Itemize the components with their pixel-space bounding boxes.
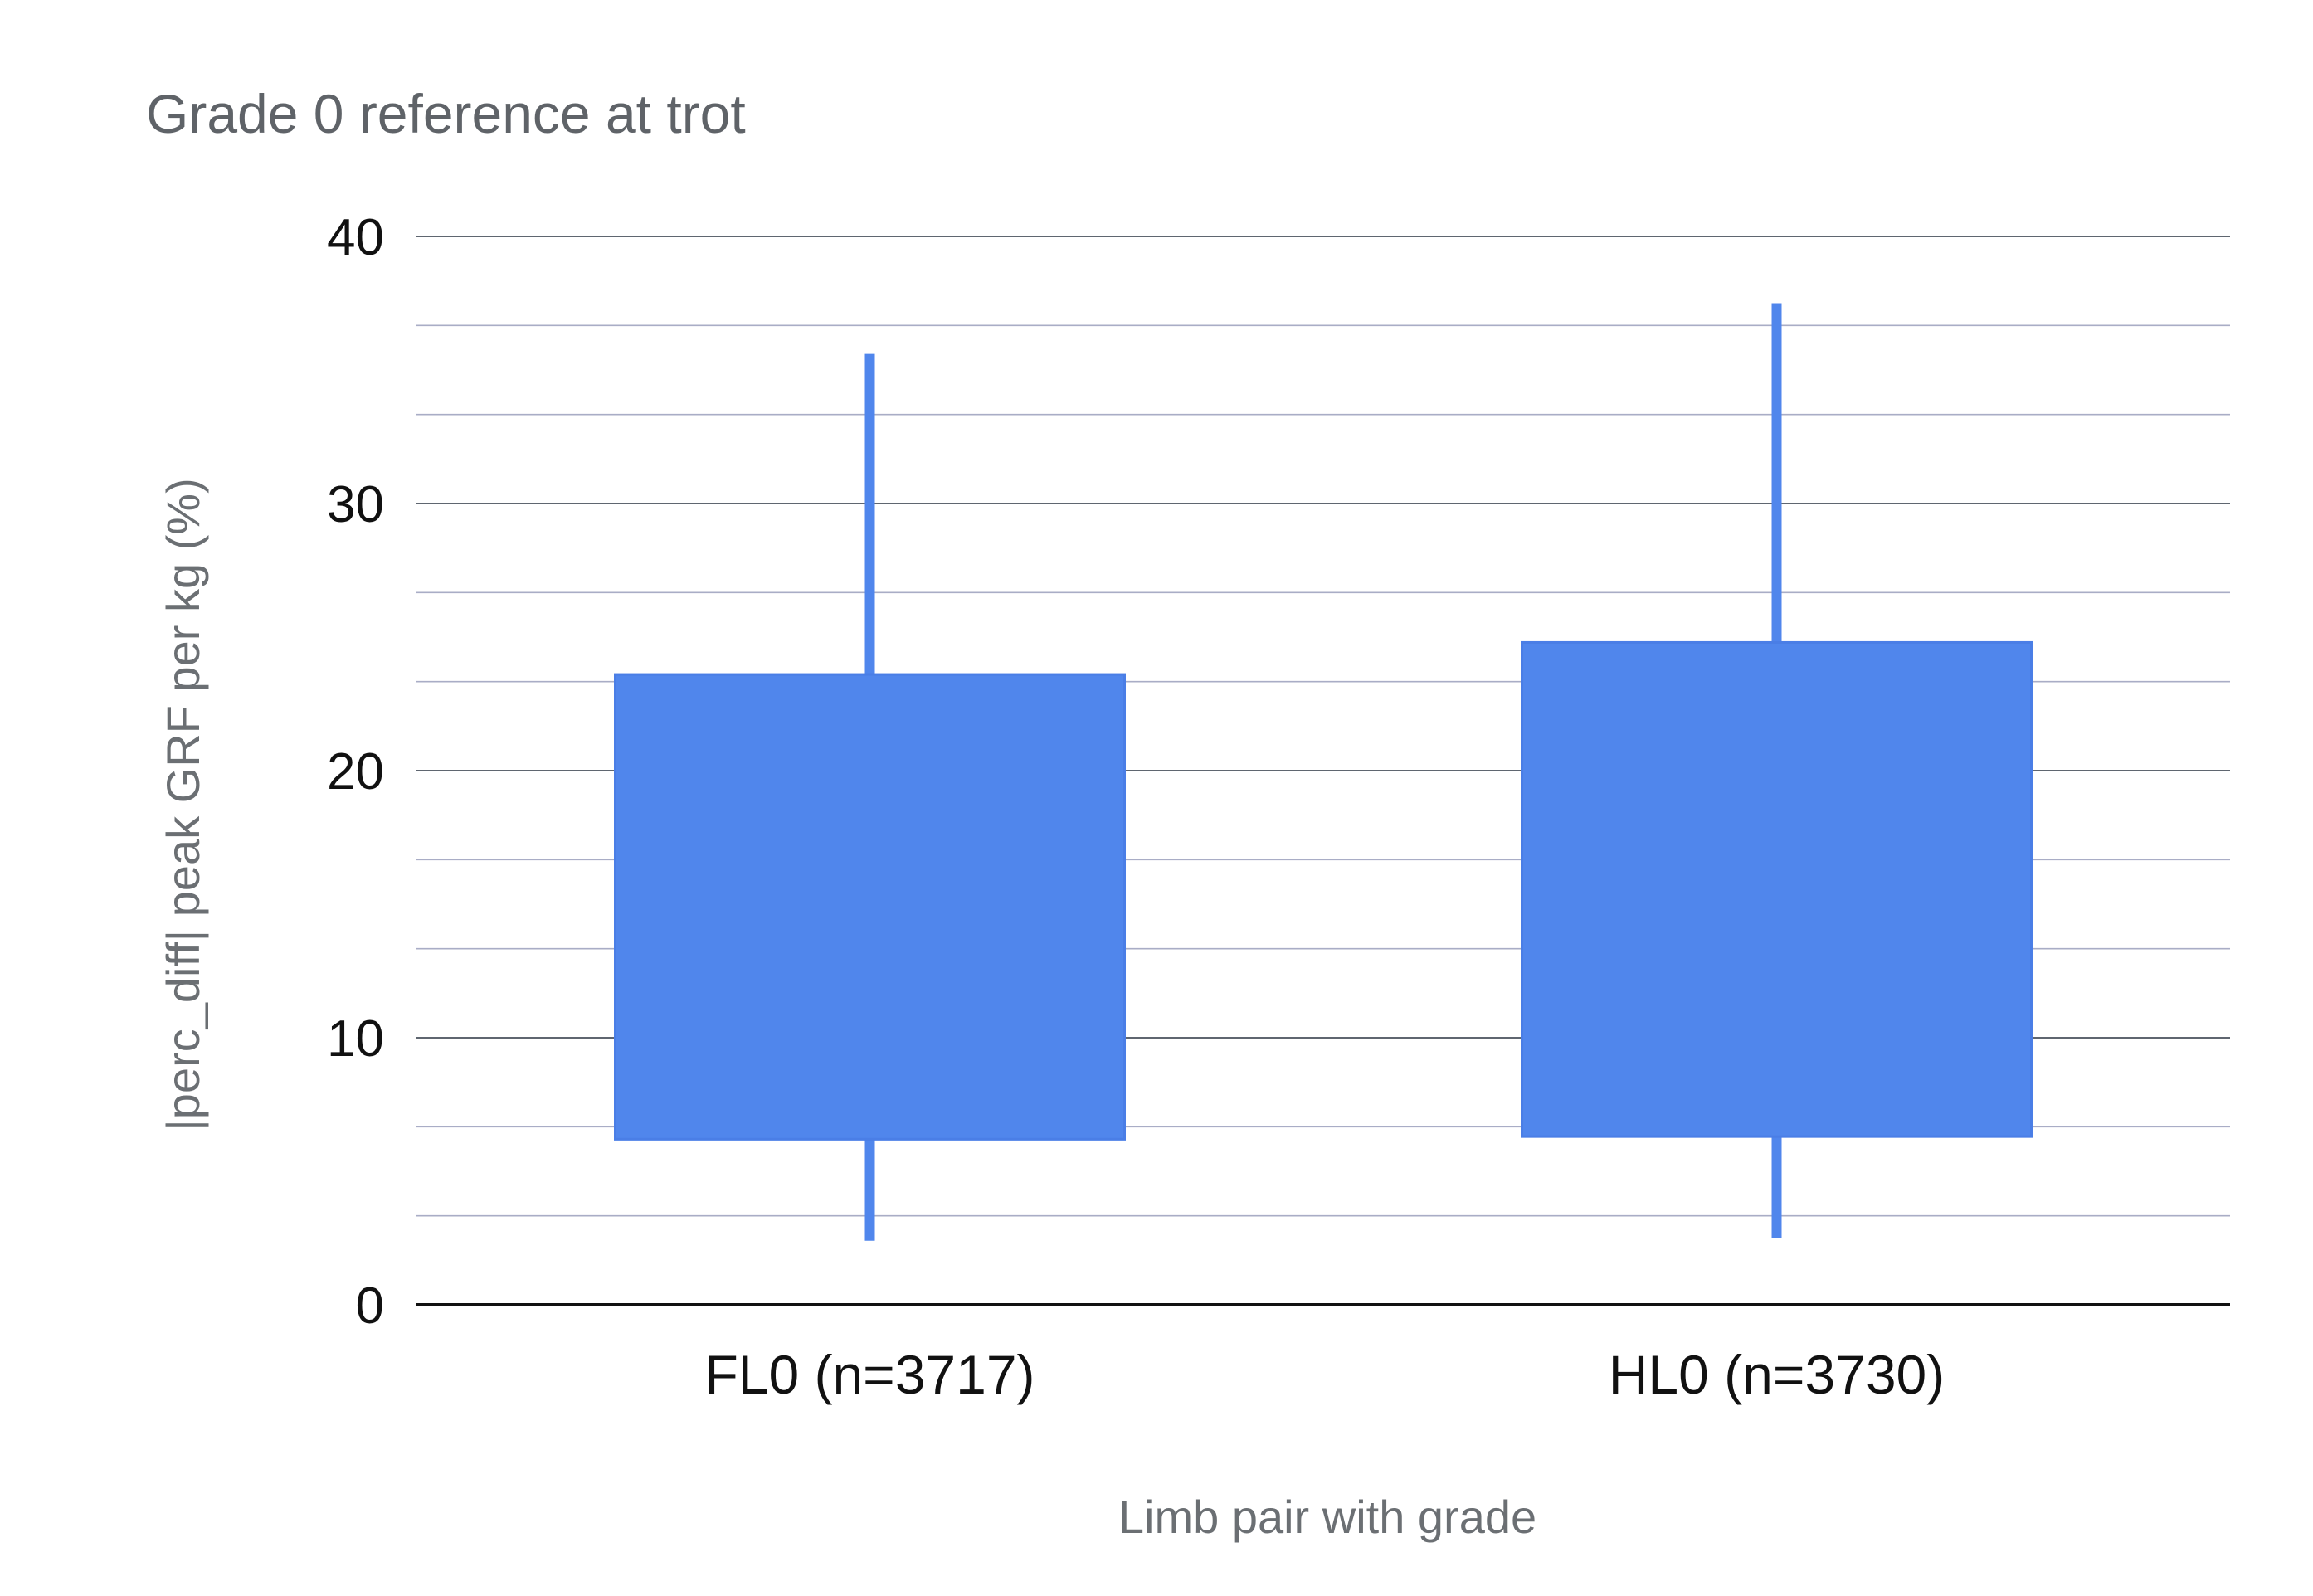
y-tick-label: 40 xyxy=(327,209,384,266)
y-tick-label: 0 xyxy=(356,1277,384,1335)
y-axis-title: |perc_diff| peak GRF per kg (%) xyxy=(157,478,209,1131)
y-tick-label: 30 xyxy=(327,476,384,533)
x-tick-label: FL0 (n=3717) xyxy=(704,1344,1035,1405)
y-axis-ticks: 0 10 20 30 40 xyxy=(327,209,384,1335)
y-tick-label: 10 xyxy=(327,1010,384,1068)
x-tick-label: HL0 (n=3730) xyxy=(1609,1344,1945,1405)
x-axis-title: Limb pair with grade xyxy=(1118,1491,1536,1543)
y-tick-label: 20 xyxy=(327,743,384,800)
box-iqr xyxy=(1521,640,2033,1138)
x-axis-ticks: FL0 (n=3717) HL0 (n=3730) xyxy=(704,1344,1945,1405)
box-iqr xyxy=(614,673,1126,1141)
box-series xyxy=(614,303,2033,1241)
chart-title: Grade 0 reference at trot xyxy=(146,83,746,144)
